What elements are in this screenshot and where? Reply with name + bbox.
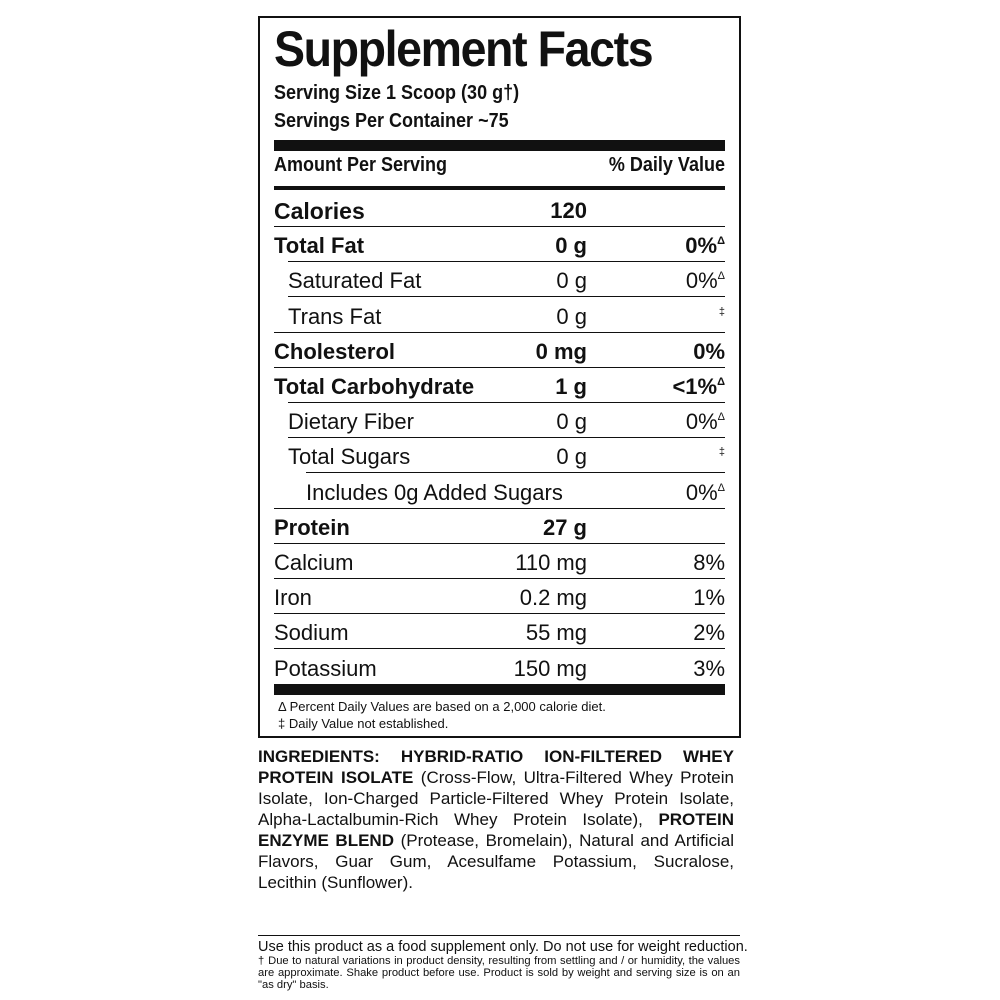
nutrient-name: Calories xyxy=(274,198,365,224)
nutrient-dv: 8% xyxy=(693,550,725,575)
nutrient-row: Trans Fat 0 g ‡ xyxy=(274,298,725,333)
dv-symbol: Δ xyxy=(717,235,725,248)
nutrient-name: Protein xyxy=(274,514,350,540)
ingredients-text: (Cross-Flow, Ultra-Filtered Whey Protein… xyxy=(258,768,734,829)
nutrient-dv: 0%Δ xyxy=(685,409,725,435)
footnote-daily-value: Δ Percent Daily Values are based on a 2,… xyxy=(278,699,606,714)
column-header: Amount Per Serving % Daily Value xyxy=(274,154,725,186)
nutrient-amount: 55 mg xyxy=(525,620,587,646)
row-divider xyxy=(274,542,725,544)
nutrient-row: Cholesterol 0 mg 0% xyxy=(274,333,725,368)
nutrient-row: Potassium 150 mg 3% xyxy=(274,650,725,685)
row-divider xyxy=(274,226,725,227)
dv-symbol: ‡ xyxy=(718,446,725,459)
nutrient-row: Calcium 110 mg 8% xyxy=(274,544,725,579)
row-divider xyxy=(274,578,725,579)
footer: Use this product as a food supplement on… xyxy=(258,935,748,991)
nutrient-dv: 2% xyxy=(693,620,725,646)
nutrient-row: Iron 0.2 mg 1% xyxy=(274,579,725,615)
nutrient-name: Saturated Fat xyxy=(288,268,422,294)
nutrient-name: Total Fat xyxy=(274,233,365,259)
nutrient-amount: 0 g xyxy=(556,444,587,470)
nutrient-row: Sodium 55 mg 2% xyxy=(274,614,725,650)
nutrient-dv: 0%Δ xyxy=(685,268,725,294)
row-divider xyxy=(288,296,725,298)
footnote-not-established: ‡ Daily Value not established. xyxy=(278,716,449,731)
nutrient-name: Trans Fat xyxy=(288,303,382,329)
nutrient-row: Dietary Fiber 0 g 0%Δ xyxy=(274,403,725,439)
row-divider xyxy=(274,331,725,333)
nutrient-row: Total Carbohydrate 1 g <1%Δ xyxy=(274,368,725,403)
dv-symbol: ‡ xyxy=(718,305,725,318)
panel-title: Supplement Facts xyxy=(274,21,654,77)
nutrient-dv: 0% xyxy=(693,338,725,364)
ingredients-text-2: (Protease, Bromelain), Natural and Artif… xyxy=(258,831,734,892)
ingredients-label: INGREDIENTS: HYBRID-RATIO ION-FILTERED W… xyxy=(258,747,734,787)
supplement-facts-panel: Supplement Facts Serving Size 1 Scoop (3… xyxy=(258,16,741,738)
row-divider xyxy=(288,261,725,263)
density-note: † Due to natural variations in product d… xyxy=(258,955,740,991)
dv-symbol: Δ xyxy=(717,411,725,424)
serving-size: Serving Size 1 Scoop (30 g†) xyxy=(274,82,520,104)
nutrient-amount: 0 g xyxy=(556,409,587,435)
amount-header: Amount Per Serving xyxy=(274,154,448,176)
nutrient-dv: 0%Δ xyxy=(685,479,725,505)
nutrient-amount: 27 g xyxy=(542,514,587,540)
nutrient-name: Total Sugars xyxy=(288,444,411,470)
nutrient-dv: 1% xyxy=(693,585,725,611)
row-divider xyxy=(274,366,725,368)
nutrient-dv: ‡ xyxy=(719,444,725,470)
nutrient-amount: 150 mg xyxy=(513,655,587,681)
nutrient-amount: 110 mg xyxy=(515,550,587,575)
nutrient-row: Total Sugars 0 g ‡ xyxy=(274,438,725,474)
dv-symbol: Δ xyxy=(717,270,725,283)
nutrient-dv: 3% xyxy=(693,655,725,681)
row-divider xyxy=(288,402,725,403)
nutrient-amount: 0.2 mg xyxy=(519,585,587,611)
dv-symbol: Δ xyxy=(717,481,725,494)
medium-divider xyxy=(274,186,725,190)
nutrient-name: Iron xyxy=(274,585,312,611)
row-divider xyxy=(274,507,725,509)
nutrient-name: Calcium xyxy=(274,550,354,575)
nutrient-amount: 120 xyxy=(550,198,587,223)
ingredients-enzyme: PROTEIN ENZYME BLEND xyxy=(258,810,734,850)
usage-warning: Use this product as a food supplement on… xyxy=(258,939,748,955)
row-divider xyxy=(288,437,725,439)
nutrient-name: Dietary Fiber xyxy=(288,409,414,435)
servings-per-container: Servings Per Container ~75 xyxy=(274,110,509,132)
nutrient-row: Protein 27 g xyxy=(274,509,725,544)
nutrient-amount: 0 g xyxy=(555,233,587,259)
nutrient-name: Sodium xyxy=(274,620,349,646)
nutrient-amount: 0 g xyxy=(556,268,587,294)
row-divider xyxy=(306,472,725,474)
dv-symbol: Δ xyxy=(717,376,725,388)
thick-divider xyxy=(274,684,725,695)
nutrient-dv: <1%Δ xyxy=(672,374,725,399)
dv-header: % Daily Value xyxy=(608,154,725,176)
row-divider xyxy=(274,648,725,650)
nutrient-row: Saturated Fat 0 g 0%Δ xyxy=(274,262,725,298)
nutrient-row: Total Fat 0 g 0%Δ xyxy=(274,227,725,263)
nutrient-row: Includes 0g Added Sugars 0%Δ xyxy=(274,474,725,509)
nutrient-name: Potassium xyxy=(274,655,377,681)
nutrient-dv: 0%Δ xyxy=(685,233,725,259)
ingredients: INGREDIENTS: HYBRID-RATIO ION-FILTERED W… xyxy=(258,746,734,893)
nutrient-amount: 0 mg xyxy=(535,338,587,364)
nutrient-name: Total Carbohydrate xyxy=(274,374,475,399)
nutrient-dv: ‡ xyxy=(719,304,725,330)
nutrient-row: Calories 120 xyxy=(274,192,725,227)
nutrient-amount: 0 g xyxy=(556,303,587,329)
nutrient-amount: 1 g xyxy=(555,374,587,399)
thick-divider xyxy=(274,140,725,151)
nutrient-name: Includes 0g Added Sugars xyxy=(306,479,563,505)
nutrient-name: Cholesterol xyxy=(274,338,396,364)
row-divider xyxy=(274,613,725,615)
